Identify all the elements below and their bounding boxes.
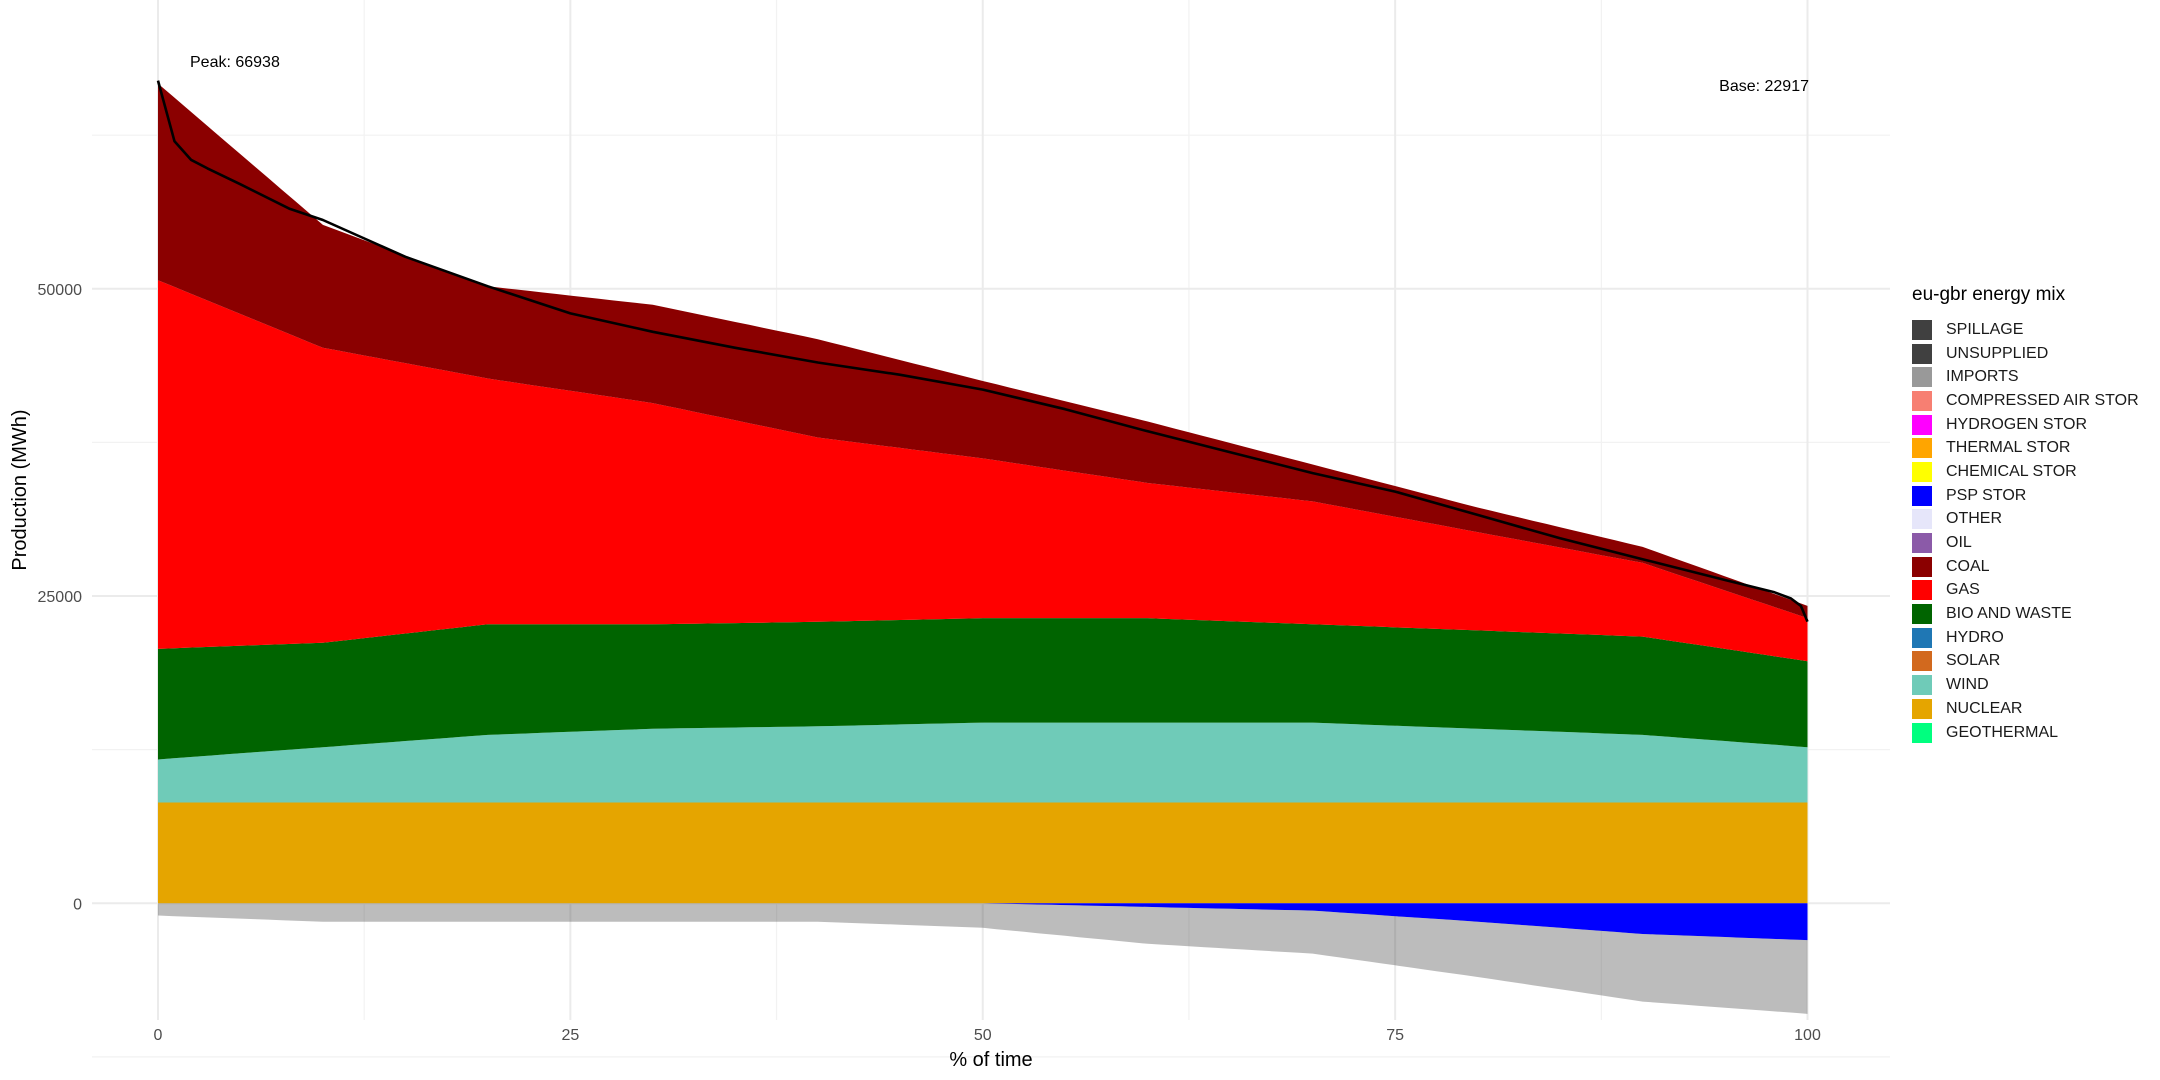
- legend-item: WIND: [1912, 673, 2139, 697]
- legend-item: BIO AND WASTE: [1912, 602, 2139, 626]
- legend-key-swatch: [1912, 651, 1932, 672]
- peak-annotation: Peak: 66938: [190, 54, 280, 71]
- x-tick-label: 75: [1386, 1027, 1404, 1044]
- legend-item: PSP STOR: [1912, 484, 2139, 508]
- legend-key-swatch: [1912, 698, 1932, 719]
- legend-item: OTHER: [1912, 508, 2139, 532]
- legend-key-swatch: [1912, 533, 1932, 554]
- legend-label: OTHER: [1946, 510, 2002, 528]
- area-bio-and-waste: [158, 618, 1808, 760]
- area-psp-stor: [158, 903, 1808, 941]
- legend-key-swatch: [1912, 627, 1932, 648]
- legend-item: GAS: [1912, 579, 2139, 603]
- legend-item: CHEMICAL STOR: [1912, 460, 2139, 484]
- legend-item: SPILLAGE: [1912, 318, 2139, 342]
- legend-item: COAL: [1912, 555, 2139, 579]
- x-tick-label: 0: [154, 1027, 163, 1044]
- legend-item: COMPRESSED AIR STOR: [1912, 389, 2139, 413]
- legend-item: OIL: [1912, 531, 2139, 555]
- area-wind: [158, 722, 1808, 803]
- legend-label: NUCLEAR: [1946, 699, 2023, 717]
- legend-key-swatch: [1912, 509, 1932, 530]
- legend-key-swatch: [1912, 343, 1932, 364]
- legend-key-swatch: [1912, 675, 1932, 696]
- legend-key-swatch: [1912, 319, 1932, 340]
- legend-item: SOLAR: [1912, 650, 2139, 674]
- legend-label: PSP STOR: [1946, 486, 2027, 504]
- legend-label: UNSUPPLIED: [1946, 344, 2049, 362]
- legend-label: THERMAL STOR: [1946, 439, 2071, 457]
- legend-key-swatch: [1912, 556, 1932, 577]
- legend-label: HYDROGEN STOR: [1946, 415, 2088, 433]
- y-tick-label: 25000: [38, 589, 83, 606]
- x-tick-label: 100: [1794, 1027, 1821, 1044]
- legend-item: IMPORTS: [1912, 365, 2139, 389]
- legend-label: IMPORTS: [1946, 368, 2019, 386]
- x-tick-label: 50: [974, 1027, 992, 1044]
- stacked-areas: [158, 83, 1808, 1014]
- legend-key-swatch: [1912, 390, 1932, 411]
- legend-key-swatch: [1912, 414, 1932, 435]
- area-spillage: [158, 903, 1808, 1014]
- area-gas: [158, 280, 1808, 662]
- legend-items: SPILLAGE UNSUPPLIED IMPORTS COMPRESSED AIR …: [1912, 318, 2139, 744]
- legend-label: BIO AND WASTE: [1946, 605, 2072, 623]
- load-duration-line: [156, 80, 1809, 623]
- load-curve: [156, 80, 1809, 623]
- legend-label: OIL: [1946, 534, 1972, 552]
- legend-item: THERMAL STOR: [1912, 436, 2139, 460]
- legend-label: COAL: [1946, 557, 1990, 575]
- legend-key-swatch: [1912, 604, 1932, 625]
- legend-label: SOLAR: [1946, 652, 2001, 670]
- legend-item: NUCLEAR: [1912, 697, 2139, 721]
- base-annotation: Base: 22917: [1719, 78, 1809, 95]
- legend-item: GEOTHERMAL: [1912, 721, 2139, 745]
- y-tick-label: 0: [73, 896, 82, 913]
- x-axis-title: % of time: [949, 1049, 1032, 1071]
- legend: eu-gbr energy mix SPILLAGE UNSUPPLIED IMPO…: [1912, 284, 2139, 744]
- legend-label: GEOTHERMAL: [1946, 723, 2059, 741]
- legend-key-swatch: [1912, 461, 1932, 482]
- legend-label: WIND: [1946, 676, 1989, 694]
- legend-item: HYDRO: [1912, 626, 2139, 650]
- area-nuclear: [158, 802, 1808, 904]
- legend-label: SPILLAGE: [1946, 320, 2024, 338]
- legend-key-swatch: [1912, 485, 1932, 506]
- legend-label: HYDRO: [1946, 628, 2004, 646]
- legend-item: UNSUPPLIED: [1912, 342, 2139, 366]
- legend-item: HYDROGEN STOR: [1912, 413, 2139, 437]
- y-tick-label: 50000: [38, 282, 83, 299]
- legend-label: COMPRESSED AIR STOR: [1946, 391, 2139, 409]
- legend-key-swatch: [1912, 722, 1932, 743]
- axis-labels: 0 25 50 75 100 0 25000 50000: [38, 282, 1821, 1044]
- x-tick-label: 25: [561, 1027, 579, 1044]
- area-coal: [158, 83, 1808, 619]
- legend-key-swatch: [1912, 438, 1932, 459]
- legend-title: eu-gbr energy mix: [1912, 284, 2066, 305]
- y-axis-title: Production (MWh): [9, 409, 31, 570]
- legend-key-swatch: [1912, 367, 1932, 388]
- legend-label: GAS: [1946, 581, 1980, 599]
- legend-label: CHEMICAL STOR: [1946, 462, 2077, 480]
- legend-key-swatch: [1912, 580, 1932, 601]
